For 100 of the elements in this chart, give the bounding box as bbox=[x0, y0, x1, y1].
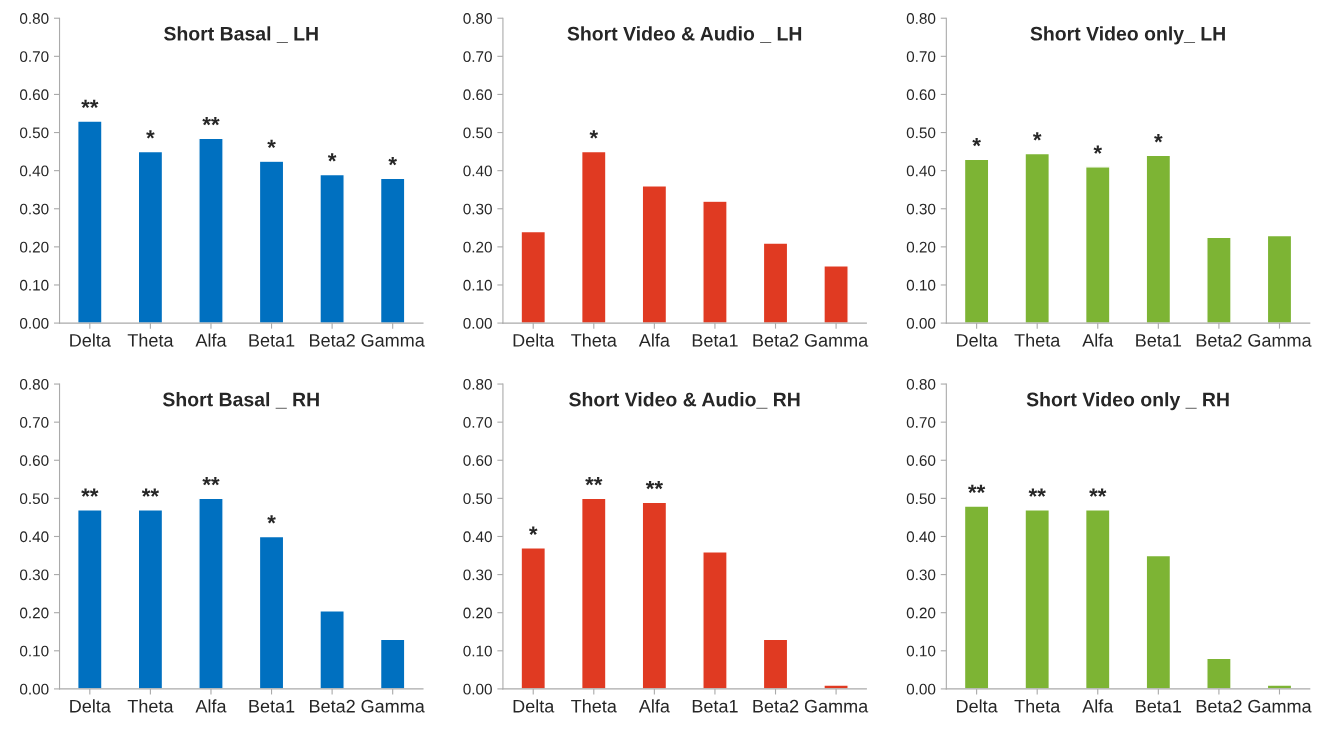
bar bbox=[963, 158, 990, 324]
x-tick-label: Beta2 bbox=[753, 333, 799, 347]
bar bbox=[77, 509, 103, 689]
x-tick-label: Gamma bbox=[361, 699, 425, 713]
y-tick-label: 0.40 bbox=[906, 165, 936, 177]
bar bbox=[1024, 509, 1050, 689]
annotation: ** bbox=[585, 477, 603, 486]
y-tick-label: 0.30 bbox=[906, 203, 936, 215]
y-tick-label: 0.00 bbox=[19, 317, 49, 329]
annotation: ** bbox=[202, 477, 220, 486]
x-tick-label: Alfa bbox=[195, 333, 227, 347]
y-tick-label: 0.10 bbox=[19, 645, 49, 657]
annotation: ** bbox=[141, 488, 160, 497]
x-tick-label: Alfa bbox=[195, 699, 227, 713]
y-tick-label: 0.80 bbox=[906, 378, 936, 390]
y-tick-label: 0.10 bbox=[19, 279, 49, 291]
annotation: * bbox=[267, 515, 276, 524]
bar bbox=[258, 160, 285, 324]
y-tick-label: 0.80 bbox=[19, 13, 49, 24]
y-tick-label: 0.80 bbox=[463, 378, 492, 390]
bar bbox=[580, 150, 607, 324]
bar bbox=[319, 173, 345, 324]
annotation: ** bbox=[1089, 488, 1107, 497]
y-tick-label: 0.70 bbox=[19, 417, 49, 428]
bar bbox=[319, 610, 345, 689]
bar bbox=[1206, 657, 1232, 689]
y-tick-label: 0.50 bbox=[906, 493, 936, 505]
y-tick-label: 0.70 bbox=[463, 51, 492, 63]
y-tick-label: 0.20 bbox=[906, 241, 936, 253]
y-tick-label: 0.40 bbox=[906, 531, 936, 543]
bar bbox=[762, 242, 789, 324]
y-tick-label: 0.50 bbox=[463, 127, 492, 139]
y-tick-label: 0.00 bbox=[463, 683, 492, 695]
y-tick-label: 0.20 bbox=[906, 607, 936, 619]
x-tick-label: Beta1 bbox=[692, 699, 738, 713]
bar bbox=[702, 200, 728, 324]
annotation: ** bbox=[1028, 488, 1046, 497]
annotation: ** bbox=[202, 116, 220, 126]
annotation: * bbox=[267, 139, 276, 149]
x-tick-label: Delta bbox=[513, 699, 555, 713]
y-tick-label: 0.50 bbox=[19, 127, 49, 139]
annotation: * bbox=[327, 153, 337, 162]
y-tick-label: 0.00 bbox=[19, 683, 49, 695]
chart-title: Short Video & Audio _ LH bbox=[567, 26, 802, 43]
chart-title: Short Video only _ RH bbox=[1026, 392, 1229, 411]
x-tick-label: Beta2 bbox=[1196, 699, 1242, 713]
bar bbox=[1024, 152, 1050, 324]
y-tick-label: 0.20 bbox=[463, 241, 492, 253]
annotation: ** bbox=[81, 488, 99, 497]
annotation: ** bbox=[645, 480, 663, 490]
y-tick-label: 0.80 bbox=[19, 378, 49, 390]
x-tick-label: Beta2 bbox=[310, 333, 355, 347]
y-tick-label: 0.60 bbox=[906, 89, 936, 101]
bar bbox=[702, 551, 728, 689]
y-tick-label: 0.30 bbox=[463, 203, 492, 215]
bar bbox=[1084, 166, 1111, 324]
bar bbox=[823, 265, 849, 324]
x-tick-label: Alfa bbox=[1082, 333, 1114, 347]
x-tick-label: Beta2 bbox=[753, 699, 799, 713]
y-tick-label: 0.50 bbox=[19, 493, 49, 505]
x-tick-label: Delta bbox=[70, 333, 111, 347]
y-tick-label: 0.30 bbox=[463, 569, 492, 581]
x-tick-label: Beta1 bbox=[692, 334, 738, 347]
bar bbox=[762, 638, 789, 689]
y-tick-label: 0.70 bbox=[906, 417, 936, 428]
y-tick-label: 0.20 bbox=[19, 607, 49, 619]
x-tick-label: Delta bbox=[513, 333, 555, 347]
bar bbox=[379, 638, 406, 689]
x-tick-label: Beta1 bbox=[249, 334, 295, 347]
x-tick-label: Theta bbox=[127, 699, 174, 713]
bar bbox=[520, 230, 547, 324]
x-tick-label: Alfa bbox=[1082, 699, 1114, 713]
annotation: * bbox=[1154, 134, 1163, 143]
bar bbox=[641, 185, 668, 324]
annotation: * bbox=[1093, 145, 1103, 154]
x-tick-label: Theta bbox=[127, 333, 174, 347]
y-tick-label: 0.10 bbox=[906, 645, 936, 657]
annotation: * bbox=[589, 130, 599, 139]
x-tick-label: Theta bbox=[1014, 699, 1061, 713]
annotation: * bbox=[972, 137, 981, 147]
y-tick-label: 0.30 bbox=[906, 569, 936, 581]
chart-title: Short Basal _ LH bbox=[164, 26, 318, 43]
x-tick-label: Delta bbox=[70, 699, 111, 713]
y-tick-label: 0.30 bbox=[19, 203, 49, 215]
bar bbox=[1145, 554, 1172, 689]
x-tick-label: Beta1 bbox=[249, 699, 295, 713]
y-tick-label: 0.50 bbox=[463, 493, 492, 505]
bar bbox=[1266, 234, 1293, 324]
bar bbox=[520, 547, 547, 689]
x-tick-label: Beta1 bbox=[1136, 334, 1182, 347]
x-tick-label: Alfa bbox=[638, 333, 670, 347]
x-tick-label: Alfa bbox=[638, 699, 670, 713]
annotation: ** bbox=[81, 99, 99, 109]
annotation: * bbox=[388, 156, 397, 166]
y-tick-label: 0.00 bbox=[906, 317, 936, 329]
x-tick-label: Theta bbox=[571, 699, 617, 713]
x-tick-label: Gamma bbox=[804, 333, 869, 347]
x-tick-label: Beta2 bbox=[1196, 333, 1242, 347]
bar bbox=[198, 497, 224, 689]
x-tick-label: Delta bbox=[957, 333, 998, 347]
